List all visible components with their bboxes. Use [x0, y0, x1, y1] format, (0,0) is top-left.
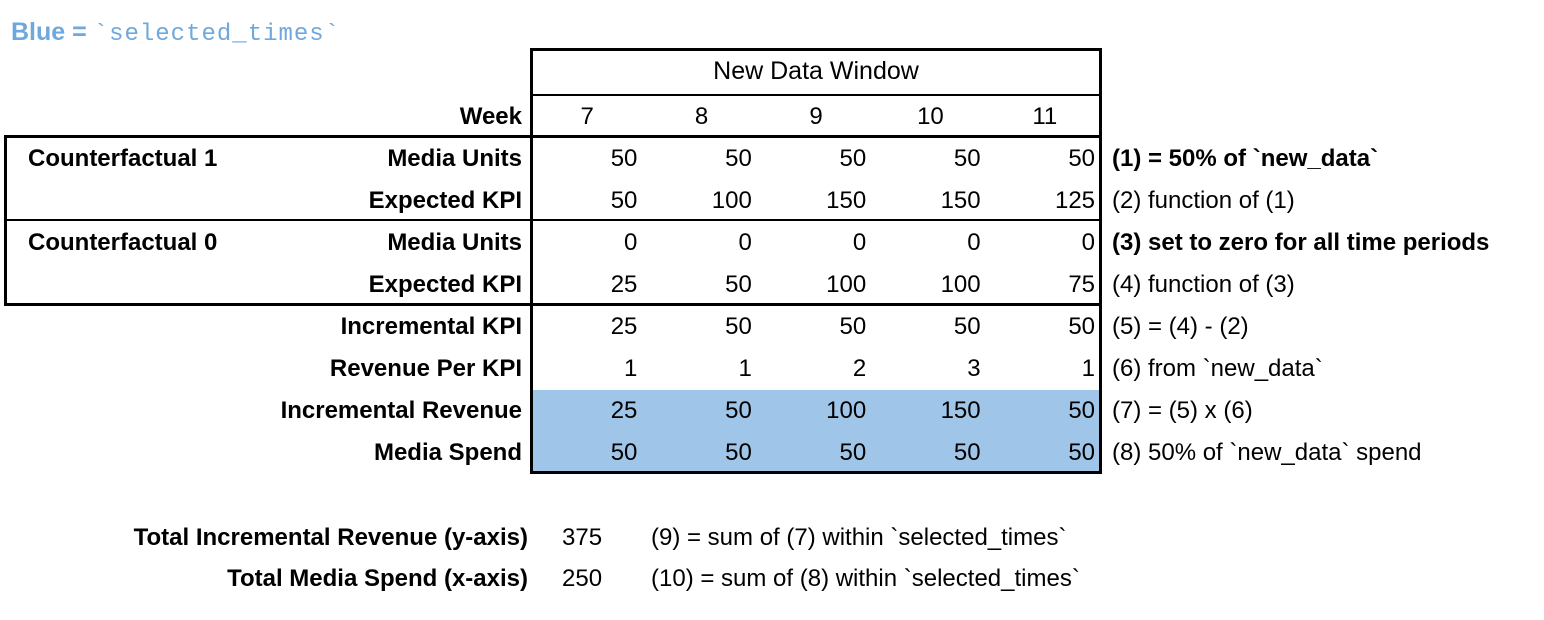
row-note-1: (1) = 50% of `new_data`: [1112, 145, 1379, 172]
row-note-2: (2) function of (1): [1112, 187, 1295, 214]
total-incremental-revenue-note: (9) = sum of (7) within `selected_times`: [651, 524, 1067, 551]
value-cell: 0: [624, 229, 638, 256]
value-cell: 50: [725, 271, 752, 298]
value-cell: 25: [610, 271, 638, 298]
value-cell: 50: [953, 145, 981, 172]
row-label-media-spend: Media Spend: [373, 439, 522, 466]
week-cell: 10: [917, 103, 944, 130]
value-cell: 50: [610, 187, 638, 214]
row-label-expected-kpi-cf1: Expected KPI: [368, 187, 522, 214]
row-note-3: (3) set to zero for all time periods: [1112, 229, 1490, 256]
total-media-spend-label: Total Media Spend (x-axis): [227, 565, 528, 592]
total-incremental-revenue-label: Total Incremental Revenue (y-axis): [133, 524, 528, 551]
group-label-counterfactual-1: Counterfactual 1: [28, 145, 218, 172]
legend-code-selected-times: `selected_times`: [93, 21, 341, 48]
value-cell: 1: [1081, 355, 1096, 382]
value-cell: 50: [839, 145, 867, 172]
row-note-4: (4) function of (3): [1112, 271, 1295, 298]
table-row: 25 50 50 50 50: [530, 306, 1102, 348]
table-row-highlighted: 25 50 100 150 50: [530, 390, 1102, 432]
row-note-6: (6) from `new_data`: [1112, 355, 1323, 382]
divider: [4, 303, 1102, 306]
value-cell: 50: [839, 439, 867, 466]
value-cell: 50: [725, 313, 752, 340]
table-row: 25 50 100 100 75: [530, 264, 1102, 306]
table-row: 0 0 0 0 0: [530, 222, 1102, 264]
legend-blue-label: Blue =: [11, 18, 94, 46]
value-cell: 50: [1068, 439, 1096, 466]
value-cell: 100: [826, 397, 867, 424]
value-cell: 150: [940, 187, 981, 214]
week-cell: 9: [809, 103, 823, 130]
selected-times-highlight: [533, 390, 1099, 471]
value-cell: 50: [610, 145, 638, 172]
value-cell: 150: [940, 397, 981, 424]
divider: [4, 219, 1102, 221]
row-label-incremental-revenue: Incremental Revenue: [280, 397, 522, 424]
value-cell: 100: [711, 187, 752, 214]
value-cell: 25: [610, 397, 638, 424]
row-label-media-units-cf0: Media Units: [387, 229, 522, 256]
table-row-highlighted: 50 50 50 50 50: [530, 432, 1102, 474]
value-cell: 75: [1068, 271, 1096, 298]
value-cell: 50: [610, 439, 638, 466]
value-cell: 125: [1054, 187, 1096, 214]
divider: [530, 94, 1102, 96]
table-row: 50 100 150 150 125: [530, 180, 1102, 222]
value-cell: 2: [852, 355, 867, 382]
row-label-expected-kpi-cf0: Expected KPI: [368, 271, 522, 298]
table-header-new-data-window: New Data Window: [713, 56, 919, 85]
total-incremental-revenue-value: 375: [562, 524, 603, 551]
value-cell: 1: [624, 355, 638, 382]
value-cell: 1: [738, 355, 752, 382]
value-cell: 50: [839, 313, 867, 340]
total-media-spend-note: (10) = sum of (8) within `selected_times…: [651, 565, 1080, 592]
week-cell: 11: [1032, 103, 1058, 130]
row-label-revenue-per-kpi: Revenue Per KPI: [329, 355, 522, 382]
row-note-7: (7) = (5) x (6): [1112, 397, 1253, 424]
total-media-spend-value: 250: [562, 565, 603, 592]
value-cell: 3: [967, 355, 981, 382]
value-cell: 150: [826, 187, 867, 214]
legend: Blue = `selected_times`: [11, 18, 340, 48]
row-note-8: (8) 50% of `new_data` spend: [1112, 439, 1422, 466]
week-row: 7 8 9 10 11: [530, 96, 1102, 138]
row-note-5: (5) = (4) - (2): [1112, 313, 1249, 340]
value-cell: 50: [725, 439, 752, 466]
week-cell: 7: [580, 103, 594, 130]
table-row: 50 50 50 50 50: [530, 138, 1102, 180]
value-cell: 50: [1068, 313, 1096, 340]
value-cell: 100: [940, 271, 981, 298]
row-label-media-units-cf1: Media Units: [387, 145, 522, 172]
value-cell: 0: [738, 229, 752, 256]
value-cell: 0: [967, 229, 981, 256]
group-label-counterfactual-0: Counterfactual 0: [28, 229, 218, 256]
value-cell: 100: [826, 271, 867, 298]
counterfactual-box-left-border: [4, 135, 7, 306]
week-cell: 8: [694, 103, 709, 130]
value-cell: 50: [1068, 397, 1096, 424]
divider: [4, 135, 1102, 138]
value-cell: 50: [953, 313, 981, 340]
value-cell: 0: [1081, 229, 1096, 256]
value-cell: 25: [610, 313, 638, 340]
value-cell: 50: [725, 145, 752, 172]
week-label: Week: [459, 103, 522, 130]
value-cell: 50: [1068, 145, 1096, 172]
value-cell: 50: [953, 439, 981, 466]
row-label-incremental-kpi: Incremental KPI: [340, 313, 522, 340]
table-row: 1 1 2 3 1: [530, 348, 1102, 390]
value-cell: 0: [852, 229, 867, 256]
value-cell: 50: [725, 397, 752, 424]
